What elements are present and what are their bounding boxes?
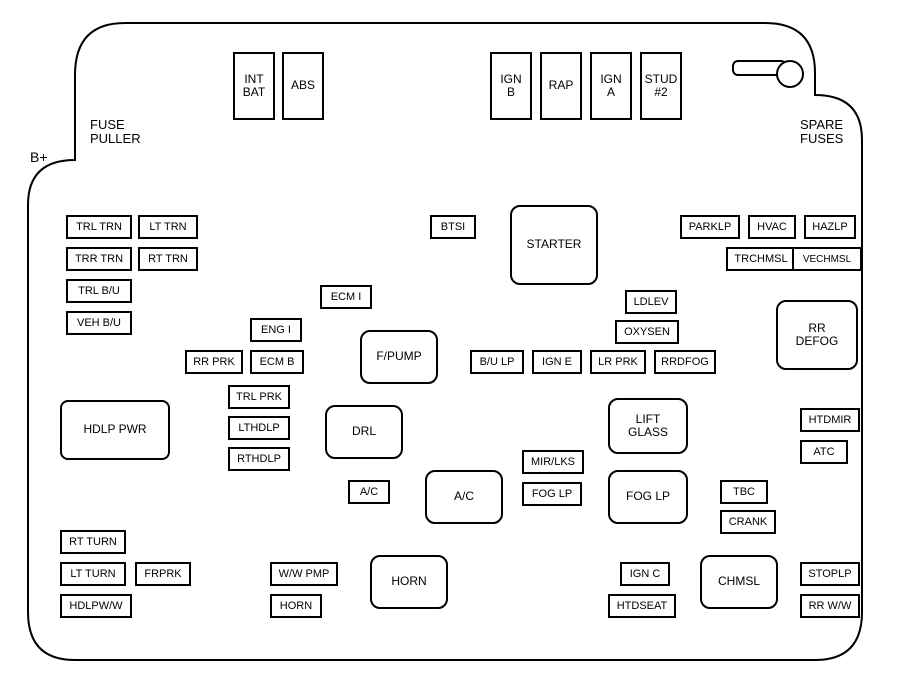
fuse-fog-lp-sm: FOG LP [522, 482, 582, 506]
fuse-horn-sm: HORN [270, 594, 322, 618]
fuse-rt-trn: RT TRN [138, 247, 198, 271]
fuse-lr-prk: LR PRK [590, 350, 646, 374]
fuse-ecm-b: ECM B [250, 350, 304, 374]
fuse-mir-lks: MIR/LKS [522, 450, 584, 474]
fuse-hazlp: HAZLP [804, 215, 856, 239]
fuse-ldlev: LDLEV [625, 290, 677, 314]
fuse-trchmsl: TRCHMSL [726, 247, 796, 271]
fuse-lt-trn: LT TRN [138, 215, 198, 239]
fuse-bu-lp: B/U LP [470, 350, 524, 374]
stud-bolt [776, 60, 804, 88]
fuse-rap: RAP [540, 52, 582, 120]
fuse-stud-2: STUD #2 [640, 52, 682, 120]
fuse-eng-i: ENG I [250, 318, 302, 342]
fuse-trl-bu: TRL B/U [66, 279, 132, 303]
fuse-rr-prk: RR PRK [185, 350, 243, 374]
fuse-fog-lp-lg: FOG LP [608, 470, 688, 524]
fuse-rthdlp: RTHDLP [228, 447, 290, 471]
fuse-hdlp-pwr: HDLP PWR [60, 400, 170, 460]
fuse-trr-trn: TRR TRN [66, 247, 132, 271]
fuse-ign-b: IGN B [490, 52, 532, 120]
fuse-puller-label: FUSE PULLER [90, 118, 141, 147]
b-plus-label: B+ [30, 150, 48, 165]
fuse-btsi: BTSI [430, 215, 476, 239]
fuse-oxysen: OXYSEN [615, 320, 679, 344]
fuse-int-bat: INT BAT [233, 52, 275, 120]
fuse-lift-glass: LIFT GLASS [608, 398, 688, 454]
fuse-hdlpw-w: HDLPW/W [60, 594, 132, 618]
fuse-crank: CRANK [720, 510, 776, 534]
fuse-trl-prk: TRL PRK [228, 385, 290, 409]
fuse-starter: STARTER [510, 205, 598, 285]
fuse-fpump: F/PUMP [360, 330, 438, 384]
fuse-hvac: HVAC [748, 215, 796, 239]
fuse-ign-e: IGN E [532, 350, 582, 374]
fuse-ac-lg: A/C [425, 470, 503, 524]
fuse-stoplp: STOPLP [800, 562, 860, 586]
fuse-frprk: FRPRK [135, 562, 191, 586]
fuse-vechmsl: VECHMSL [792, 247, 862, 271]
fuse-lthdlp: LTHDLP [228, 416, 290, 440]
fuse-abs: ABS [282, 52, 324, 120]
fuse-tbc: TBC [720, 480, 768, 504]
fuse-trl-trn: TRL TRN [66, 215, 132, 239]
fuse-chmsl: CHMSL [700, 555, 778, 609]
fuse-rr-ww: RR W/W [800, 594, 860, 618]
fuse-veh-bu: VEH B/U [66, 311, 132, 335]
fuse-rrdfog: RRDFOG [654, 350, 716, 374]
fuse-rr-defog: RR DEFOG [776, 300, 858, 370]
fuse-rt-turn: RT TURN [60, 530, 126, 554]
fuse-ign-a: IGN A [590, 52, 632, 120]
fuse-atc: ATC [800, 440, 848, 464]
fuse-htdseat: HTDSEAT [608, 594, 676, 618]
fuse-lt-turn: LT TURN [60, 562, 126, 586]
fuse-parklp: PARKLP [680, 215, 740, 239]
fuse-ign-c: IGN C [620, 562, 670, 586]
fuse-ww-pmp: W/W PMP [270, 562, 338, 586]
fuse-drl: DRL [325, 405, 403, 459]
fuse-htdmir: HTDMIR [800, 408, 860, 432]
fuse-ecm-i: ECM I [320, 285, 372, 309]
fuse-ac-sm: A/C [348, 480, 390, 504]
spare-fuses-label: SPARE FUSES [800, 118, 843, 147]
fuse-horn-lg: HORN [370, 555, 448, 609]
